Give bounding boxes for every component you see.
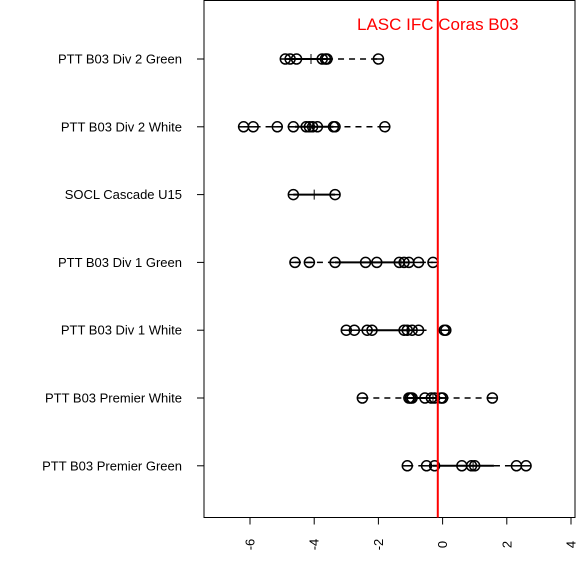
category-label: PTT B03 Div 2 White (61, 119, 182, 134)
category-label: PTT B03 Div 2 Green (58, 52, 182, 67)
x-tick-label: -2 (371, 539, 386, 551)
x-tick-label: -6 (243, 539, 258, 551)
category-label: PTT B03 Div 1 Green (58, 255, 182, 270)
category-label: PTT B03 Premier White (45, 391, 182, 406)
y-axis: PTT B03 Div 2 Green PTT B03 Div 2 White SO… (42, 52, 204, 473)
reference-line-label: LASC IFC Coras B03 (357, 15, 519, 34)
box-5 (340, 324, 452, 336)
x-tick-label: 0 (435, 541, 450, 548)
x-tick-label: 4 (564, 541, 576, 548)
box-6 (356, 392, 499, 404)
box-3 (287, 188, 341, 201)
box-4 (289, 256, 439, 269)
plot-frame (203, 0, 576, 518)
box-1 (279, 53, 385, 65)
box-7 (401, 460, 532, 472)
box-series (237, 53, 532, 472)
x-axis: -6 -4 -2 0 2 4 (243, 517, 576, 551)
category-label: PTT B03 Div 1 White (61, 323, 182, 338)
category-label: PTT B03 Premier Green (42, 458, 182, 473)
category-label: SOCL Cascade U15 (65, 187, 182, 202)
x-tick-label: -4 (307, 539, 322, 551)
x-tick-label: 2 (499, 541, 514, 548)
box-2 (237, 121, 391, 133)
